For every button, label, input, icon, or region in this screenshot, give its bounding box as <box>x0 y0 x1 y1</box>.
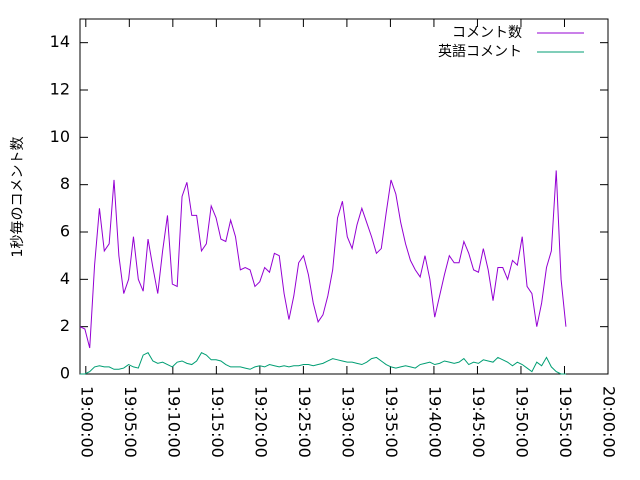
y-tick-label: 12 <box>50 80 70 99</box>
x-tick-label: 19:10:00 <box>164 386 183 458</box>
x-tick-label: 19:20:00 <box>251 386 270 458</box>
y-tick-label: 10 <box>50 127 70 146</box>
y-tick-label: 2 <box>60 316 70 335</box>
legend-label: 英語コメント <box>438 43 522 60</box>
x-tick-label: 19:55:00 <box>556 386 575 458</box>
y-tick-label: 0 <box>60 364 70 383</box>
series-line <box>80 352 566 375</box>
series-line <box>79 170 567 349</box>
x-tick-label: 19:25:00 <box>295 386 314 458</box>
x-tick-label: 20:00:00 <box>600 386 619 458</box>
x-tick-label: 19:05:00 <box>121 386 140 458</box>
legend-label: コメント数 <box>452 25 522 41</box>
x-tick-label: 19:50:00 <box>512 386 531 458</box>
x-tick-label: 19:15:00 <box>208 386 227 458</box>
x-tick-label: 19:40:00 <box>425 386 444 458</box>
y-tick-label: 6 <box>60 222 70 241</box>
y-tick-label: 4 <box>60 269 70 288</box>
y-tick-label: 14 <box>50 32 70 51</box>
x-tick-label: 19:45:00 <box>469 386 488 458</box>
x-tick-label: 19:00:00 <box>77 386 96 458</box>
y-tick-label: 8 <box>60 174 70 193</box>
x-tick-label: 19:35:00 <box>382 386 401 458</box>
y-axis-label: 1秒毎のコメント数 <box>10 137 26 258</box>
plot-frame <box>79 18 609 375</box>
x-tick-label: 19:30:00 <box>338 386 357 458</box>
